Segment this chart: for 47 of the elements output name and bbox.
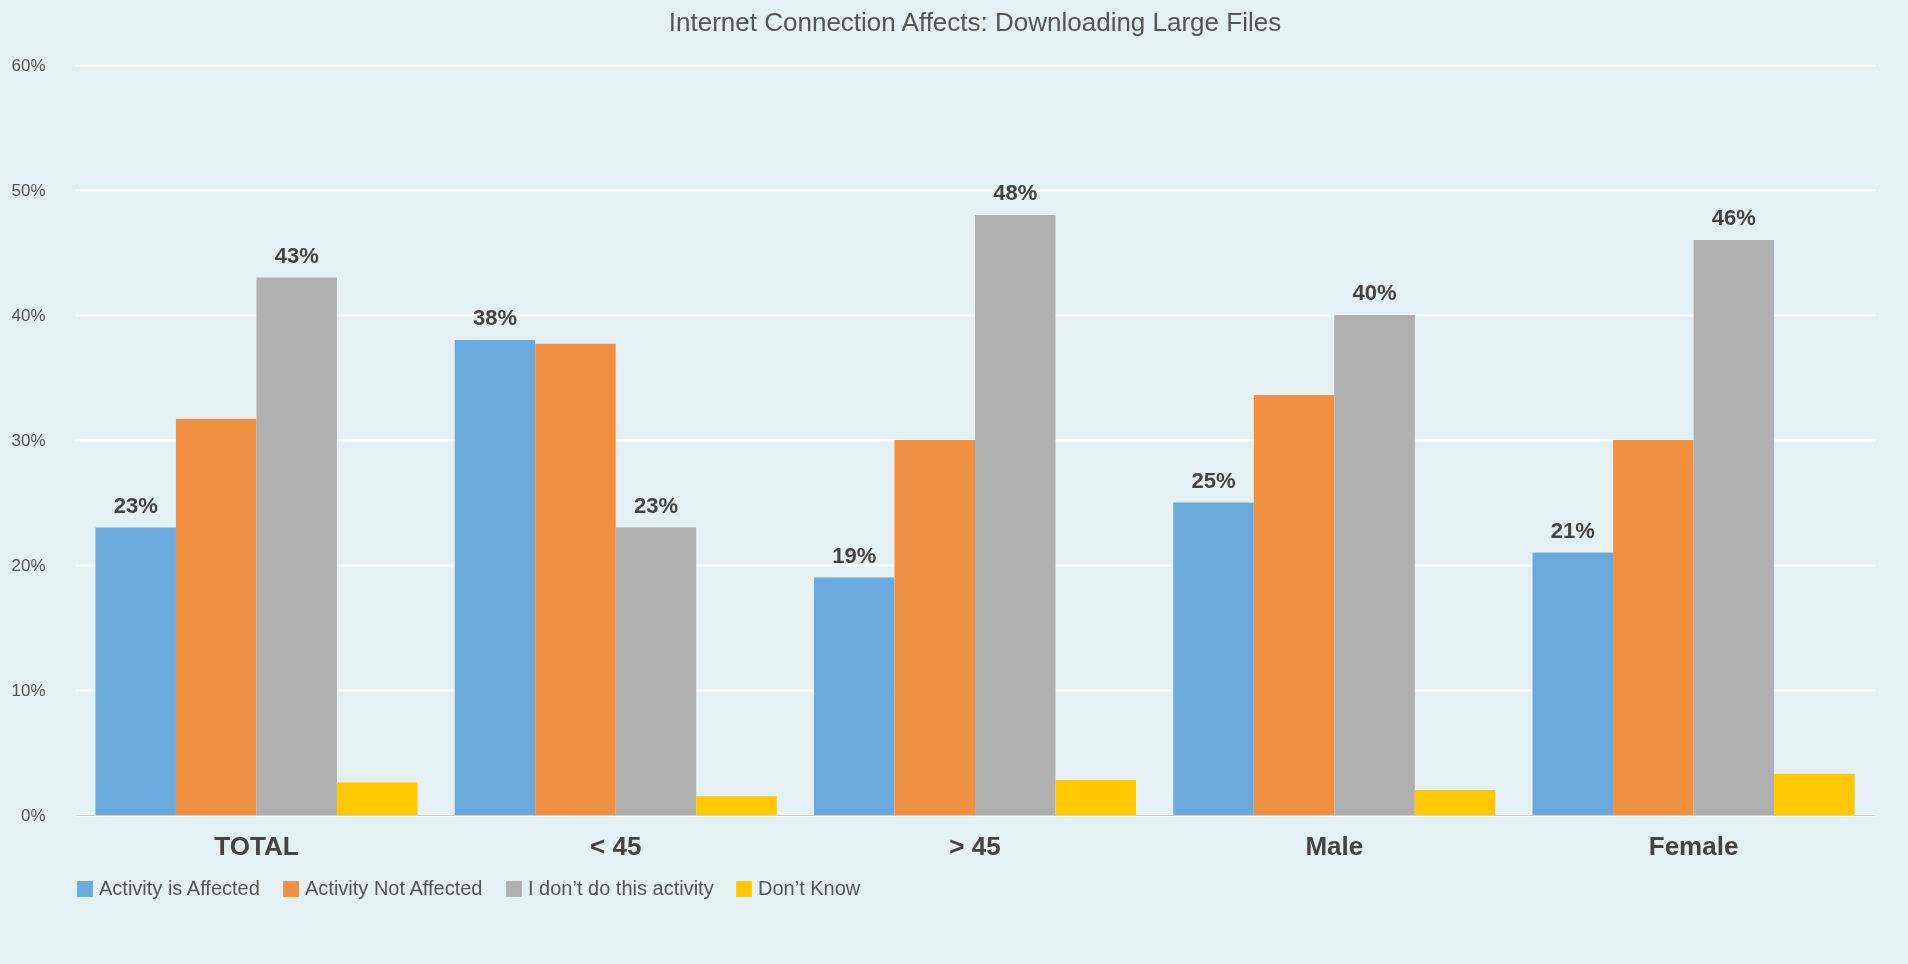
y-tick-label: 50% (11, 180, 46, 200)
x-tick-label: TOTAL (214, 830, 299, 861)
data-label: 23% (633, 492, 678, 518)
y-tick-label: 40% (11, 305, 46, 325)
bar (1774, 773, 1855, 815)
bar (1414, 790, 1496, 815)
y-tick-label: 30% (11, 430, 46, 450)
data-label: 25% (1191, 467, 1236, 493)
bar (1055, 780, 1136, 815)
data-label: 48% (993, 180, 1038, 205)
chart-title: Internet Connection Affects: Downloading Large Files (668, 7, 1282, 37)
data-label: 46% (1711, 205, 1756, 230)
bar (894, 440, 975, 815)
y-tick-label: 60% (11, 55, 46, 75)
legend-label: I don’t do this activity (528, 877, 714, 899)
x-tick-label: > 45 (949, 830, 1001, 861)
bar (256, 277, 337, 815)
data-label: 43% (274, 242, 319, 268)
bar (535, 343, 616, 815)
bar (1693, 240, 1775, 815)
x-tick-label: Male (1305, 830, 1364, 861)
bar (615, 527, 697, 815)
data-label: 21% (1550, 517, 1595, 543)
bar (1532, 552, 1614, 815)
bar (1613, 440, 1694, 815)
bar (175, 418, 257, 815)
bar (454, 340, 536, 815)
x-tick-label: < 45 (590, 830, 642, 861)
y-tick-label: 0% (20, 805, 46, 825)
bar (814, 577, 895, 815)
data-label: 23% (113, 492, 158, 518)
bar (95, 527, 176, 815)
bar (1334, 315, 1415, 815)
legend-label: Activity Not Affected (305, 877, 483, 899)
y-tick-label: 10% (11, 680, 46, 700)
bar (1173, 502, 1254, 815)
data-label: 19% (832, 542, 877, 568)
data-label: 38% (472, 305, 517, 330)
legend-label: Don’t Know (758, 877, 861, 899)
bar (336, 782, 418, 815)
bar (696, 796, 777, 815)
y-tick-label: 20% (11, 555, 46, 575)
x-tick-label: Female (1648, 830, 1739, 861)
bar (1253, 395, 1335, 815)
bar (975, 215, 1056, 815)
data-label: 40% (1352, 280, 1397, 305)
legend-label: Activity is Affected (99, 877, 260, 899)
